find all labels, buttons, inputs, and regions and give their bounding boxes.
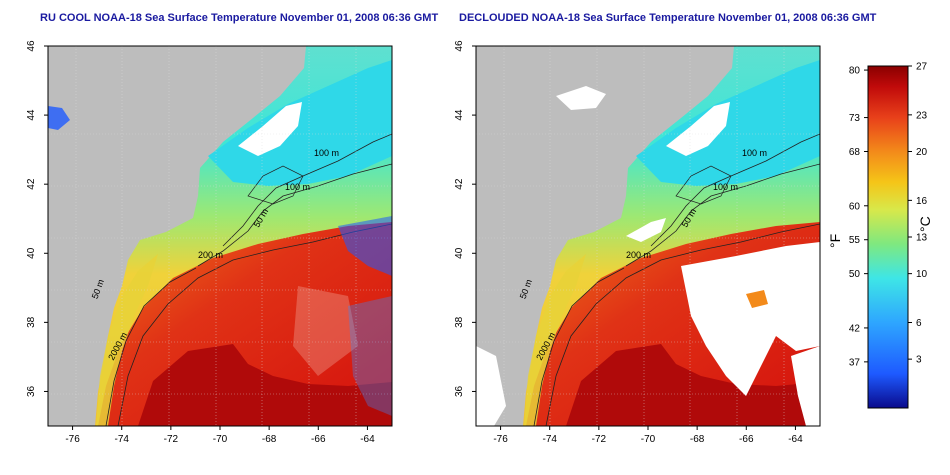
right-lat-tick-label: 46 [454,40,465,52]
right-lon-tick-label: -66 [739,434,754,445]
right-contour-label-2: 100 m [713,182,738,192]
right-lat-tick-label: 44 [454,109,465,121]
colorbar: 27 23 20 16 13 10 6 3 80 73 68 60 55 50 42 37 °F °C [827,62,933,409]
celsius-tick-label: 27 [916,62,928,73]
right-lat-tick-label: 36 [454,385,465,397]
colorbar-gradient [867,65,909,409]
right-panel-title: DECLOUDED NOAA-18 Sea Surface Temperatur… [459,12,877,24]
right-lon-tick-label: -72 [592,434,607,445]
fahrenheit-tick-label: 73 [849,113,861,124]
left-contour-label-4: 200 m [198,250,223,260]
right-lon-tick-label: -64 [788,434,803,445]
left-map-axes: -76 -74 -72 -70 -68 -66 -64 36 38 40 42 44 46 [26,40,375,445]
colorbar-ticks: 27 23 20 16 13 10 6 3 80 73 68 60 55 50 42 37 [849,62,928,369]
left-lon-tick-label: -66 [311,434,326,445]
celsius-tick-label: 16 [916,196,928,207]
celsius-unit-label: °C [917,216,933,232]
celsius-tick-label: 6 [916,318,922,329]
fahrenheit-tick-label: 42 [849,323,861,334]
right-contour-label-1: 100 m [742,148,767,158]
celsius-tick-label: 10 [916,269,928,280]
left-lat-tick-label: 40 [26,247,37,259]
left-lon-tick-label: -72 [164,434,179,445]
left-lat-tick-label: 42 [26,178,37,190]
left-lat-tick-label: 46 [26,40,37,52]
right-lon-tick-label: -68 [690,434,705,445]
right-map-panel [475,45,821,427]
right-lat-tick-label: 38 [454,316,465,328]
right-contour-label-4: 200 m [626,250,651,260]
left-panel-title: RU COOL NOAA-18 Sea Surface Temperature … [40,12,439,24]
fahrenheit-tick-label: 60 [849,201,861,212]
fahrenheit-unit-label: °F [827,234,843,248]
right-lat-tick-label: 40 [454,247,465,259]
celsius-tick-label: 13 [916,233,928,244]
left-lon-tick-label: -64 [360,434,375,445]
left-lon-tick-label: -70 [213,434,228,445]
celsius-tick-label: 23 [916,110,928,121]
fahrenheit-tick-label: 37 [849,357,861,368]
celsius-tick-label: 3 [916,355,922,366]
right-lon-tick-label: -74 [542,434,557,445]
fahrenheit-tick-label: 80 [849,66,861,77]
fahrenheit-tick-label: 68 [849,147,861,158]
celsius-tick-label: 20 [916,147,928,158]
fahrenheit-tick-label: 50 [849,269,861,280]
fahrenheit-tick-label: 55 [849,235,861,246]
right-lon-tick-label: -70 [641,434,656,445]
left-contour-label-2: 100 m [285,182,310,192]
left-lat-tick-label: 44 [26,109,37,121]
right-lon-tick-label: -76 [493,434,508,445]
left-lat-tick-label: 38 [26,316,37,328]
left-contour-label-1: 100 m [314,148,339,158]
left-lon-tick-label: -68 [262,434,277,445]
left-map-panel [47,45,393,427]
right-map-axes: -76 -74 -72 -70 -68 -66 -64 36 38 40 42 44 46 [454,40,803,445]
left-lon-tick-label: -76 [65,434,80,445]
right-lat-tick-label: 42 [454,178,465,190]
left-lon-tick-label: -74 [114,434,129,445]
left-lat-tick-label: 36 [26,385,37,397]
